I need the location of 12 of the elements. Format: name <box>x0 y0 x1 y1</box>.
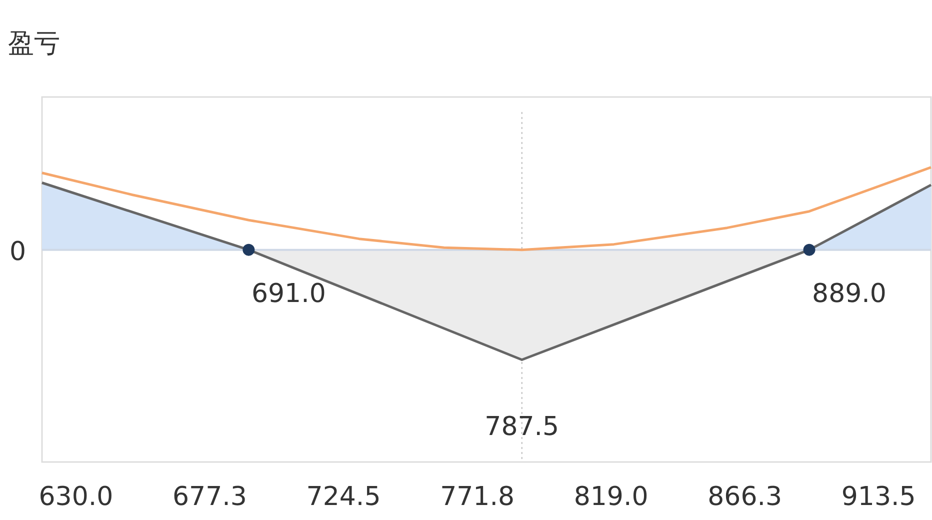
x-tick-label: 913.5 <box>841 482 916 512</box>
annotation: 889.0 <box>812 278 886 309</box>
x-tick-label: 771.8 <box>440 482 515 512</box>
x-tick-label: 819.0 <box>574 482 648 512</box>
annotation: 787.5 <box>484 412 560 442</box>
y-axis-title: 盈亏 <box>8 29 60 59</box>
text: 0 <box>9 236 26 267</box>
x-tick-label: 724.5 <box>306 482 381 512</box>
x-tick-label: 630.0 <box>38 482 114 512</box>
x-tick-label: 677.3 <box>172 482 247 512</box>
annotation: 691.0 <box>251 278 326 309</box>
x-tick-label: 866.3 <box>708 482 782 512</box>
